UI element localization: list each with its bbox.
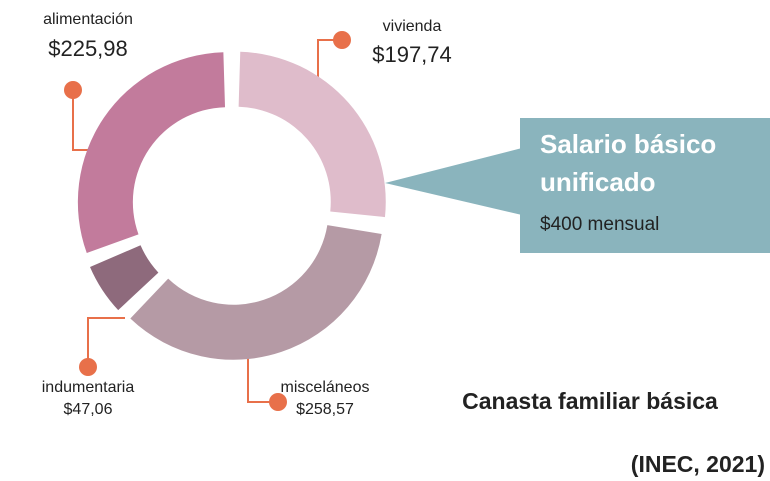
slice-value-label: $197,74: [372, 42, 452, 67]
slice-value-label: $225,98: [48, 36, 128, 61]
leader-dot: [64, 81, 82, 99]
callout-pointer: [385, 148, 522, 215]
callout-title-line: unificado: [540, 167, 656, 197]
chart-title: Canasta familiar básica: [462, 388, 718, 414]
slice-label: vivienda: [383, 18, 442, 35]
donut-slice: [130, 225, 382, 360]
callout-text: $400 mensual: [540, 214, 659, 235]
leader-dot: [333, 31, 351, 49]
callout-box: [520, 118, 770, 253]
slice-value-label: $258,57: [296, 401, 354, 418]
leader-line: [87, 317, 125, 367]
slice-label: misceláneos: [281, 379, 370, 396]
donut-slice: [77, 52, 226, 254]
slice-label: indumentaria: [42, 379, 135, 396]
callout-title-line: Salario básico: [540, 129, 716, 159]
donut-slice: [238, 51, 386, 218]
slice-label: alimentación: [43, 11, 133, 28]
source: (INEC, 2021): [631, 451, 765, 477]
slice-value-label: $47,06: [64, 401, 113, 418]
leader-dots: [64, 31, 351, 411]
leader-dot: [269, 393, 287, 411]
callout-title: Salario básico unificado: [540, 129, 724, 197]
donut-slice: [90, 245, 159, 311]
leader-dot: [79, 358, 97, 376]
